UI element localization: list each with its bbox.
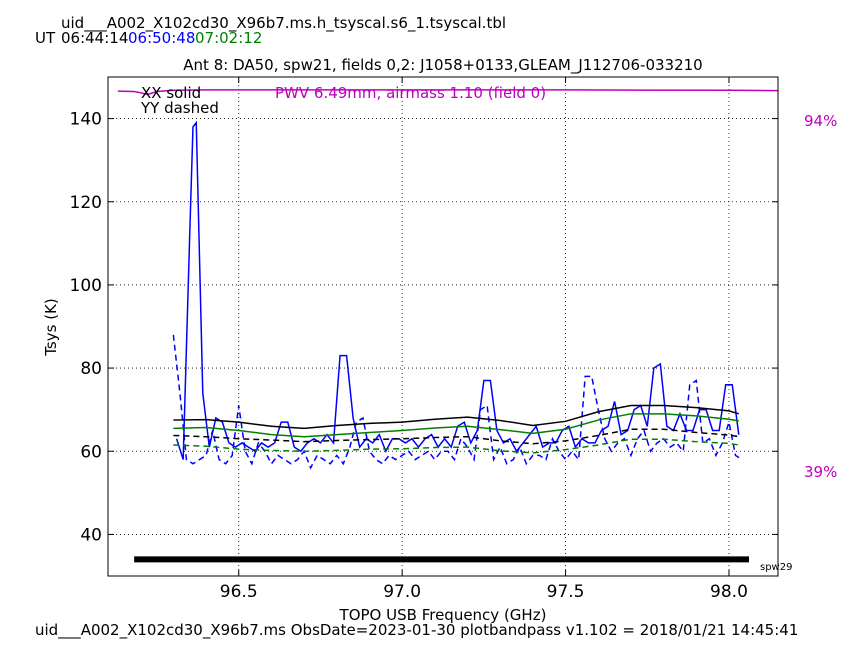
series-line-0 xyxy=(175,120,740,460)
series-line-4 xyxy=(173,413,739,438)
transmission-max-label: 94% xyxy=(804,112,837,130)
series-line-5 xyxy=(173,438,739,454)
x-tick-label: 97.5 xyxy=(547,582,585,602)
series-line-3 xyxy=(173,428,739,445)
ut-time-2: 06:50:48 xyxy=(128,29,196,47)
y-tick-label: 40 xyxy=(80,525,102,545)
y-axis-label: Tsys (K) xyxy=(42,298,60,357)
ut-time-1: 06:44:14 xyxy=(61,29,129,47)
axis-ticks: 96.5 97.0 97.5 98.0 40 60 80 100 120 140 xyxy=(70,77,778,602)
x-tick-label: 98.0 xyxy=(710,582,748,602)
pwv-annotation: PWV 6.49mm, airmass 1.10 (field 0) xyxy=(275,84,546,102)
legend-yy-dashed: YY dashed xyxy=(140,99,219,117)
ut-time-3: 07:02:12 xyxy=(195,29,263,47)
series-lines xyxy=(117,89,778,563)
ut-label: UT xyxy=(35,29,56,47)
footer-info: uid___A002_X102cd30_X96b7.ms ObsDate=202… xyxy=(35,621,799,639)
y-tick-label: 80 xyxy=(80,359,102,379)
plot-frame xyxy=(107,76,779,577)
table-filename: uid___A002_X102cd30_X96b7.ms.h_tsyscal.s… xyxy=(61,14,507,32)
series-line-1 xyxy=(172,334,743,470)
y-tick-label: 60 xyxy=(80,442,102,462)
legend-xx-solid: XX solid xyxy=(141,84,201,102)
series-line-2 xyxy=(173,404,739,430)
x-axis-label: TOPO USB Frequency (GHz) xyxy=(339,606,547,624)
transmission-min-label: 39% xyxy=(804,463,837,481)
spw-label: spw29 xyxy=(760,562,792,573)
x-tick-label: 97.0 xyxy=(383,582,421,602)
atm-transmission-line xyxy=(117,89,778,96)
y-tick-label: 120 xyxy=(70,193,102,213)
y-tick-label: 140 xyxy=(70,110,102,130)
x-tick-label: 96.5 xyxy=(220,582,258,602)
y-tick-label: 100 xyxy=(70,276,102,296)
grid-lines xyxy=(108,77,778,576)
chart-title: Ant 8: DA50, spw21, fields 0,2: J1058+01… xyxy=(183,56,702,75)
